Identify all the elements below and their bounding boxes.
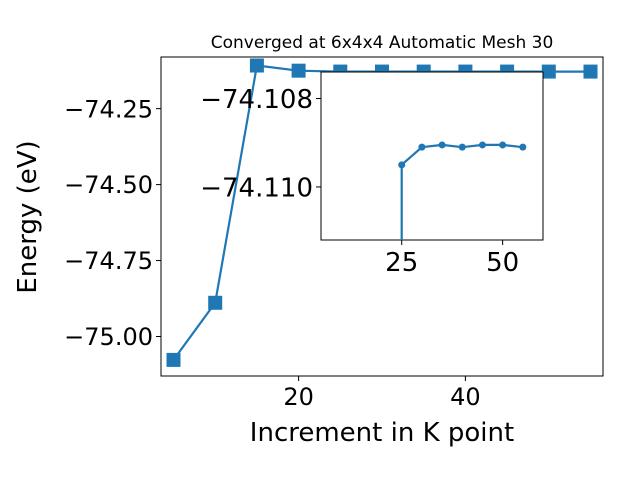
main-data-point <box>291 63 306 78</box>
main-data-point <box>583 64 598 79</box>
inset-data-point <box>398 161 406 169</box>
inset-x-tick-label: 25 <box>385 248 418 278</box>
main-data-point <box>249 58 264 73</box>
main-x-tick-label: 40 <box>450 383 481 411</box>
main-y-tick-label: −74.75 <box>64 247 153 275</box>
main-data-point <box>208 295 223 310</box>
main-data-point <box>541 64 556 79</box>
main-y-tick-label: −74.25 <box>64 95 153 123</box>
inset-data-point <box>478 141 486 149</box>
inset-data-point <box>499 141 507 149</box>
inset-series <box>398 141 527 240</box>
main-y-tick-label: −75.00 <box>64 323 153 351</box>
inset-data-point <box>519 143 527 151</box>
chart-title: Converged at 6x4x4 Automatic Mesh 30 <box>211 33 554 53</box>
main-y-tick-label: −74.50 <box>64 171 153 199</box>
y-axis-label: Energy (eV) <box>13 140 43 293</box>
main-x-tick-label: 20 <box>283 383 314 411</box>
inset-data-point <box>438 141 446 149</box>
inset-data-point <box>458 143 466 151</box>
inset-plot-area: 25 50 −74.110 −74.108 <box>200 71 544 278</box>
inset-y-tick-label: −74.108 <box>200 85 313 115</box>
x-axis-label: Increment in K point <box>250 418 514 448</box>
inset-data-point <box>418 143 426 151</box>
inset-frame <box>320 71 544 241</box>
inset-x-tick-label: 50 <box>486 248 519 278</box>
inset-y-tick-label: −74.110 <box>200 173 313 203</box>
main-data-point <box>166 352 181 367</box>
